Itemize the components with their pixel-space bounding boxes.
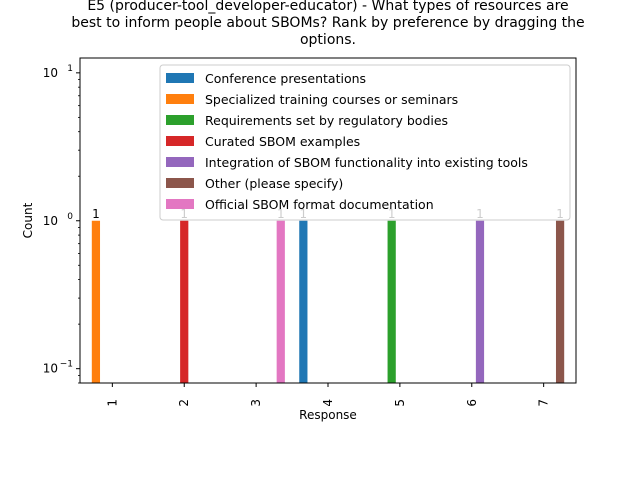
y-tick-label: 10 — [43, 214, 58, 228]
legend-box — [159, 64, 571, 221]
legend: Conference presentations Specialized trai… — [159, 64, 571, 221]
x-tick-label: 4 — [321, 399, 335, 407]
x-tick-label: 5 — [393, 399, 407, 407]
chart-title-line: options. — [300, 32, 356, 48]
x-tick-label: 1 — [105, 399, 119, 407]
bar-value-label: 1 — [92, 207, 100, 221]
legend-label: Integration of SBOM functionality into e… — [205, 155, 528, 170]
x-tick-label: 6 — [465, 399, 479, 407]
y-tick-label: 10 — [43, 362, 58, 376]
legend-swatch — [166, 73, 194, 83]
legend-label: Requirements set by regulatory bodies — [205, 113, 448, 128]
legend-swatch — [166, 115, 194, 125]
legend-label: Official SBOM format documentation — [205, 197, 434, 212]
x-axis-label: Response — [299, 408, 357, 422]
legend-swatch — [166, 157, 194, 167]
legend-label: Conference presentations — [205, 71, 366, 86]
y-tick-exponent: 1 — [67, 64, 73, 74]
plot-area-frame — [79, 57, 577, 384]
y-tick-exponent: 0 — [67, 212, 73, 222]
bar — [387, 220, 396, 383]
bar — [180, 220, 189, 383]
bar — [299, 220, 308, 383]
chart-title-line: best to inform people about SBOMs? Rank … — [71, 15, 584, 31]
x-tick-label: 3 — [249, 399, 263, 407]
chart-title: E5 (producer-tool_developer-educator) - … — [71, 0, 584, 48]
bar — [276, 220, 285, 383]
legend-label: Other (please specify) — [205, 176, 343, 191]
bar — [91, 220, 101, 383]
bars-group — [91, 220, 565, 383]
bar — [555, 220, 565, 383]
legend-swatch — [166, 136, 194, 146]
y-tick-exponent: −1 — [60, 360, 73, 370]
legend-label: Curated SBOM examples — [205, 134, 360, 149]
legend-swatch — [166, 178, 194, 188]
chart-title-line: E5 (producer-tool_developer-educator) - … — [87, 0, 568, 14]
legend-swatch — [166, 94, 194, 104]
legend-swatch — [166, 199, 194, 209]
y-tick-label: 10 — [43, 66, 58, 80]
legend-label: Specialized training courses or seminars — [205, 92, 458, 107]
y-axis-label: Count — [21, 202, 35, 238]
x-tick-label: 7 — [537, 399, 551, 407]
x-tick-label: 2 — [177, 399, 191, 407]
bar — [475, 220, 485, 383]
